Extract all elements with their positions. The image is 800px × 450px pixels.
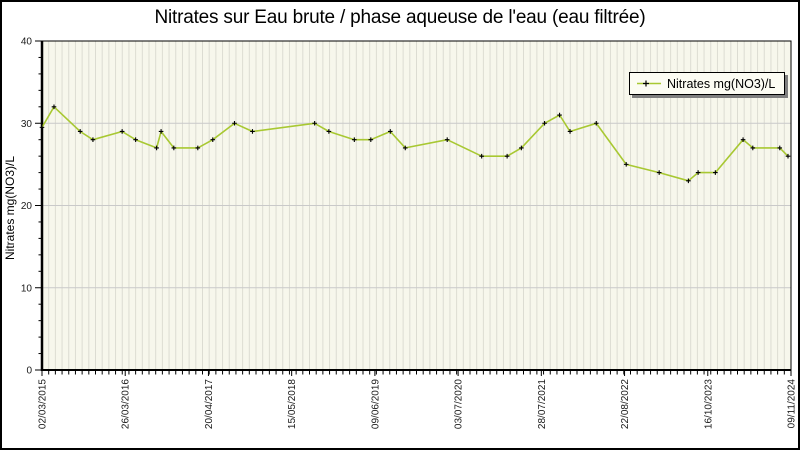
nitrates-line	[41, 106, 789, 182]
data-point-marker	[557, 112, 562, 118]
y-tick-labels: 0 10 20 30 40	[21, 37, 33, 377]
y-tick-label: 30	[21, 119, 33, 130]
chart-title: Nitrates sur Eau brute / phase aqueuse d…	[154, 7, 646, 28]
data-point-marker	[368, 137, 374, 142]
data-point-marker	[312, 120, 317, 126]
data-point-marker	[195, 145, 201, 151]
x-tick-label: 09/06/2019	[370, 379, 381, 429]
x-tick-label: 02/03/2015	[38, 379, 49, 429]
x-tick-label: 26/03/2016	[121, 379, 132, 429]
data-point-marker	[352, 137, 357, 142]
y-ticks	[35, 40, 42, 371]
legend-label: Nitrates mg(NO3)/L	[667, 76, 776, 91]
data-point-marker	[171, 145, 177, 151]
x-tick-label: 03/07/2020	[454, 379, 465, 429]
legend-marker-icon	[637, 80, 661, 87]
data-point-marker	[51, 104, 57, 110]
data-point-marker	[695, 170, 701, 175]
data-point-marker	[504, 153, 510, 159]
data-point-marker	[740, 137, 746, 142]
data-point-marker	[39, 125, 45, 130]
data-point-marker	[593, 120, 599, 126]
y-tick-label: 10	[21, 283, 33, 294]
y-tick-label: 20	[21, 201, 33, 212]
data-point-marker	[90, 137, 96, 142]
x-tick-label: 16/10/2023	[703, 379, 714, 429]
data-point-marker	[656, 170, 662, 175]
data-point-marker	[479, 153, 484, 159]
data-point-marker	[686, 178, 691, 184]
data-point-marker	[567, 129, 573, 134]
data-point-marker	[210, 137, 216, 142]
x-tick-label: 15/05/2018	[287, 379, 298, 429]
y-tick-label: 40	[21, 37, 33, 48]
data-point-marker	[623, 162, 629, 167]
x-ticks	[41, 370, 792, 375]
data-point-marker	[444, 137, 450, 142]
data-point-marker	[542, 120, 547, 126]
x-tick-label: 09/11/2024	[787, 379, 798, 429]
data-point-marker	[154, 145, 159, 151]
data-point-marker	[519, 145, 524, 151]
y-tick-label: 0	[26, 366, 32, 377]
data-point-marker	[158, 129, 164, 134]
data-point-markers	[39, 104, 791, 184]
data-point-marker	[232, 120, 237, 126]
data-point-marker	[750, 145, 756, 151]
data-point-marker	[785, 153, 791, 159]
data-point-marker	[387, 129, 393, 134]
data-point-marker	[402, 145, 408, 151]
x-tick-labels: 02/03/2015 26/03/2016 20/04/2017 15/05/2018…	[38, 370, 798, 429]
legend: Nitrates mg(NO3)/L	[629, 72, 786, 95]
data-point-marker	[326, 129, 332, 134]
x-tick-label: 28/07/2021	[537, 379, 548, 429]
data-point-marker	[133, 137, 138, 142]
x-tick-label: 22/08/2022	[620, 379, 631, 429]
data-point-marker	[713, 170, 718, 175]
x-tick-label: 20/04/2017	[204, 379, 215, 429]
data-point-marker	[777, 145, 783, 151]
horizontal-gridlines	[42, 122, 791, 289]
y-axis-title: Nitrates mg(NO3)/L	[3, 155, 17, 261]
data-point-marker	[77, 129, 83, 134]
data-point-marker	[119, 129, 125, 134]
data-point-marker	[250, 129, 255, 134]
